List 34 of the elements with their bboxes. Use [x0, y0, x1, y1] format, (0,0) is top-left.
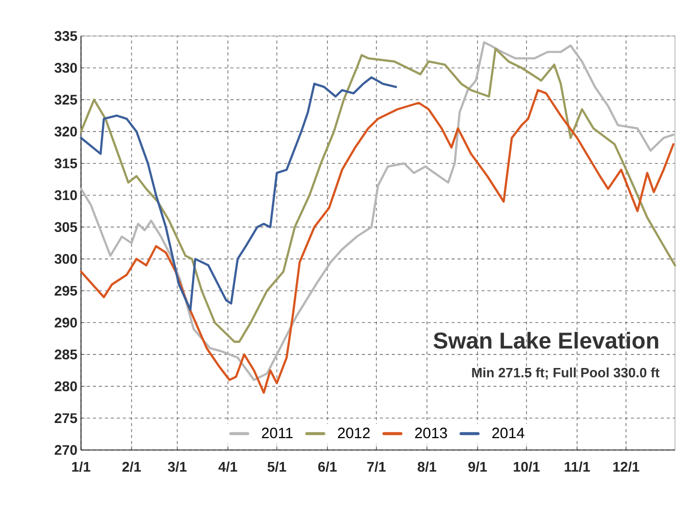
x-tick-label: 6/1	[318, 461, 337, 472]
x-tick-label: 8/1	[418, 461, 436, 472]
y-tick-label: 325	[54, 94, 78, 105]
y-tick-label: 310	[54, 190, 77, 200]
x-tick-label: 5/1	[268, 461, 286, 472]
x-tick-label: 1/1	[72, 461, 90, 472]
x-tick-label: 10/1	[514, 461, 540, 472]
y-tick-label: 330	[54, 62, 77, 73]
y-tick-label: 270	[54, 445, 77, 455]
line-series	[80, 89, 674, 394]
x-tick-label: 7/1	[367, 461, 386, 472]
x-tick-label: 11/1	[564, 461, 590, 472]
y-tick-label: 290	[54, 318, 77, 328]
y-tick-label: 335	[54, 31, 78, 41]
x-tick-label: 4/1	[218, 461, 238, 472]
y-tick-label: 295	[54, 286, 78, 296]
y-tick-label: 275	[54, 413, 78, 424]
x-tick-label: 12/1	[613, 461, 640, 472]
x-tick-label: 9/1	[468, 461, 487, 472]
x-tick-label: 2/1	[122, 461, 141, 472]
y-tick-label: 305	[54, 222, 78, 232]
y-tick-label: 300	[54, 254, 77, 264]
legend-label: 2014	[492, 428, 524, 438]
x-tick-label: 3/1	[168, 461, 187, 472]
legend-label: 2012	[338, 428, 370, 438]
text: Min 271.5 ft; Full Pool 330.0 ft	[472, 367, 660, 380]
legend-label: 2013	[415, 428, 447, 438]
text: Swan Lake Elevation	[434, 332, 658, 349]
y-tick-label: 285	[54, 350, 78, 360]
y-tick-label: 280	[54, 381, 77, 392]
y-tick-label: 320	[54, 126, 77, 136]
line-series	[80, 76, 398, 311]
y-tick-label: 315	[54, 158, 78, 168]
legend-label: 2011	[262, 428, 293, 438]
